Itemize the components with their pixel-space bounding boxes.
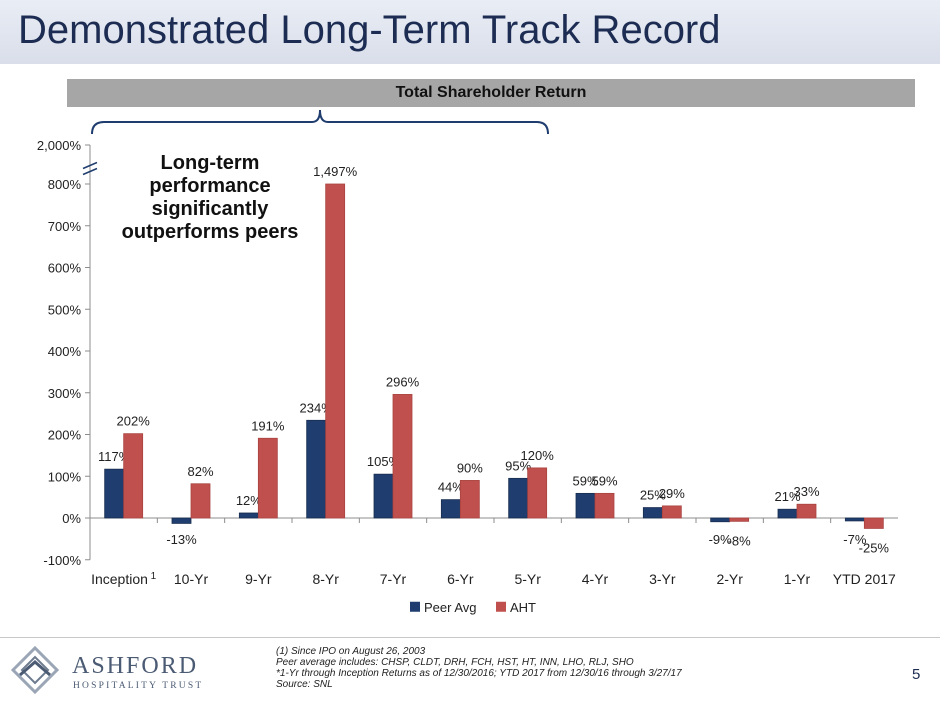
- bar: [508, 477, 529, 519]
- data-label: 191%: [251, 418, 285, 433]
- data-label: 59%: [572, 473, 598, 488]
- bar: [373, 473, 394, 519]
- y-tick-label: 600%: [48, 261, 82, 276]
- title-bar: Demonstrated Long-Term Track Record: [0, 0, 940, 64]
- bar: [238, 512, 259, 519]
- y-tick-label: 500%: [48, 302, 82, 317]
- data-label: 117%: [98, 449, 131, 464]
- y-tick-label: 100%: [48, 469, 82, 484]
- data-label: 12%: [236, 493, 262, 508]
- chart: -100% 0% 100% 200% 300% 400% 500% 600% 700% 800% 2…: [37, 109, 898, 615]
- legend-swatch: [410, 601, 420, 612]
- data-label: -13%: [166, 532, 197, 547]
- bar: [594, 492, 615, 519]
- data-label: 29%: [659, 486, 685, 501]
- x-tick-label: 8-Yr: [312, 571, 339, 587]
- bar: [844, 517, 865, 522]
- y-tick-label: 2,000%: [37, 138, 82, 153]
- legend-label: AHT: [510, 600, 536, 615]
- data-label: 90%: [457, 460, 483, 475]
- data-label: 44%: [438, 480, 464, 495]
- legend-label: Peer Avg: [424, 600, 477, 615]
- bar: [306, 419, 327, 519]
- bar: [796, 503, 817, 519]
- footnotes: (1) Since IPO on August 26, 2003 Peer av…: [276, 646, 682, 690]
- data-label: 1,497%: [313, 164, 358, 179]
- data-label: 105%: [367, 454, 401, 469]
- bar: [190, 483, 211, 519]
- footnote: Source: SNL: [276, 679, 333, 690]
- bar: [392, 394, 413, 519]
- data-label: -25%: [859, 540, 890, 555]
- y-tick-label: 400%: [48, 344, 82, 359]
- page-number: 5: [912, 666, 921, 683]
- y-tick-label: 200%: [48, 428, 82, 443]
- x-tick-label: 7-Yr: [380, 571, 407, 587]
- data-label: 21%: [774, 489, 800, 504]
- y-tick-label: 300%: [48, 386, 82, 401]
- legend-swatch: [496, 601, 506, 612]
- data-label: 82%: [187, 464, 213, 479]
- bar: [575, 492, 596, 519]
- bar: [863, 517, 884, 529]
- footer-divider: [0, 637, 940, 638]
- data-label: -8%: [728, 533, 752, 548]
- y-tick-label: 800%: [48, 177, 82, 192]
- bar: [123, 433, 144, 519]
- logo-mark-icon: [10, 645, 60, 695]
- bar: [527, 467, 548, 519]
- logo-subtitle: HOSPITALITY TRUST: [73, 681, 203, 691]
- axis-break-mark: [82, 167, 98, 176]
- y-tick-label: 700%: [48, 219, 82, 234]
- bar: [257, 437, 278, 519]
- x-tick-label: 10-Yr: [174, 571, 209, 587]
- data-label: 95%: [505, 458, 531, 473]
- x-tick-label: 5-Yr: [514, 571, 541, 587]
- page-title: Demonstrated Long-Term Track Record: [18, 8, 721, 52]
- bracket: [91, 109, 549, 135]
- axis-break-mark: [82, 161, 98, 170]
- x-tick-label: 9-Yr: [245, 571, 272, 587]
- footnote: Peer average includes: CHSP, CLDT, DRH, …: [276, 657, 634, 668]
- callout-text: Long-term performance significantly outp…: [121, 152, 299, 243]
- data-label: 33%: [793, 484, 819, 499]
- footnote: *1-Yr through Inception Returns as of 12…: [276, 668, 682, 679]
- data-label: 59%: [591, 473, 617, 488]
- bar: [459, 480, 480, 519]
- x-tick-label: 6-Yr: [447, 571, 474, 587]
- data-label: 202%: [117, 414, 151, 429]
- bar: [104, 468, 125, 519]
- data-label: 296%: [386, 374, 420, 389]
- x-tick-label: YTD 2017: [833, 571, 896, 587]
- data-label: 25%: [640, 488, 666, 503]
- bar: [440, 499, 461, 519]
- x-tick-label: 4-Yr: [582, 571, 609, 587]
- bar: [661, 505, 682, 519]
- data-label: -7%: [843, 532, 867, 547]
- logo-name: ASHFORD: [72, 653, 198, 679]
- company-logo: ASHFORD HOSPITALITY TRUST: [10, 645, 203, 695]
- bar: [729, 517, 750, 522]
- chart-subtitle: Total Shareholder Return: [67, 79, 915, 107]
- bar: [777, 508, 798, 519]
- x-tick-label: 1-Yr: [784, 571, 811, 587]
- footnote: (1) Since IPO on August 26, 2003: [276, 646, 426, 657]
- data-label: 234%: [300, 400, 334, 415]
- data-label: 120%: [521, 448, 555, 463]
- y-tick-label: 0%: [62, 511, 81, 526]
- bar: [171, 517, 192, 524]
- x-tick-label: 3-Yr: [649, 571, 676, 587]
- x-tick-label: 2-Yr: [716, 571, 743, 587]
- bar: [325, 183, 346, 519]
- bar: [642, 507, 663, 519]
- y-tick-label: -100%: [43, 553, 81, 568]
- x-tick-label: Inception 1: [91, 570, 157, 587]
- bar: [710, 517, 731, 523]
- data-label: -9%: [709, 532, 733, 547]
